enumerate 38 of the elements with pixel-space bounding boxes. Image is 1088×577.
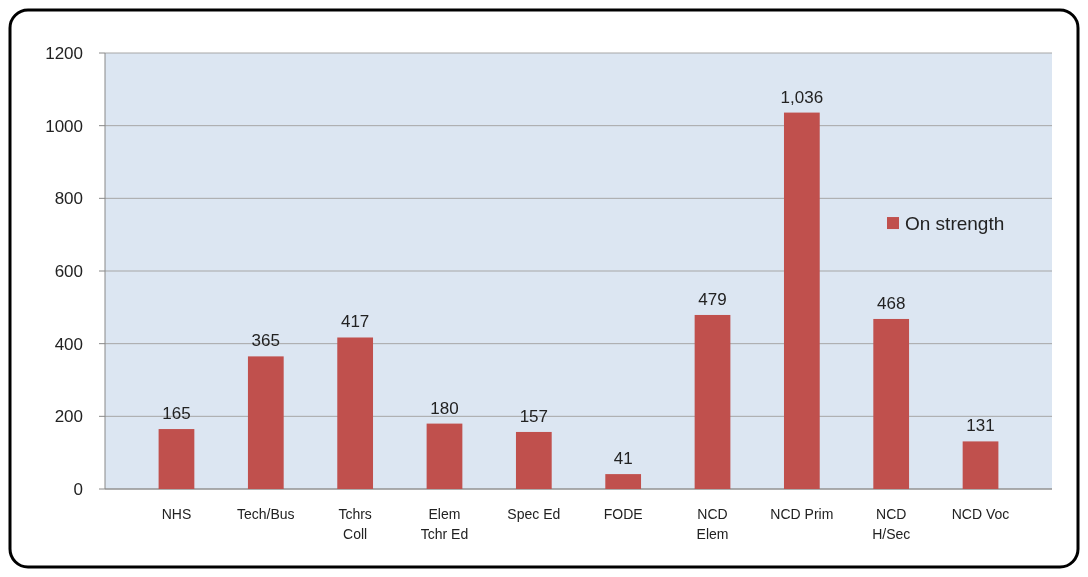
data-label: 41: [613, 449, 633, 469]
y-tick-label: 800: [54, 189, 83, 209]
y-tick-label: 400: [54, 334, 83, 354]
data-label: 468: [877, 293, 906, 313]
y-tick-label: 0: [73, 479, 83, 499]
y-tick-label: 1000: [45, 116, 83, 136]
x-tick-label: NCD Prim: [770, 506, 834, 522]
bar: [158, 429, 195, 489]
x-tick-label: NCD Voc: [951, 506, 1010, 522]
data-label: 1,036: [780, 87, 824, 107]
x-tick-label: Spec Ed: [507, 506, 561, 522]
x-tick-label: Elem Tchr Ed: [420, 506, 469, 542]
bar: [694, 314, 731, 489]
bar: [873, 318, 910, 489]
x-tick-label: NCD H/Sec: [872, 506, 911, 542]
x-tick-label: NCD Elem: [696, 506, 729, 542]
data-label: 131: [966, 416, 995, 436]
x-tick-label: NHS: [161, 506, 192, 522]
x-tick-label: Tchrs Coll: [338, 506, 372, 542]
bar: [426, 423, 463, 489]
data-label: 365: [251, 331, 280, 351]
data-label: 165: [162, 404, 191, 424]
data-label: 157: [519, 406, 549, 426]
x-tick-label: FODE: [603, 506, 643, 522]
y-tick-label: 600: [54, 261, 83, 281]
data-label: 417: [340, 312, 370, 332]
data-label: 180: [430, 398, 459, 418]
legend-label: On strength: [905, 212, 1005, 234]
bar: [605, 474, 642, 489]
y-tick-label: 1200: [45, 43, 83, 63]
x-tick-label: Tech/Bus: [237, 506, 295, 522]
bar: [515, 431, 552, 489]
y-tick-label: 200: [54, 407, 83, 427]
bar: [247, 356, 284, 489]
bar: [337, 337, 374, 489]
bar: [783, 112, 820, 489]
data-label: 479: [698, 289, 727, 309]
bar: [962, 441, 999, 489]
